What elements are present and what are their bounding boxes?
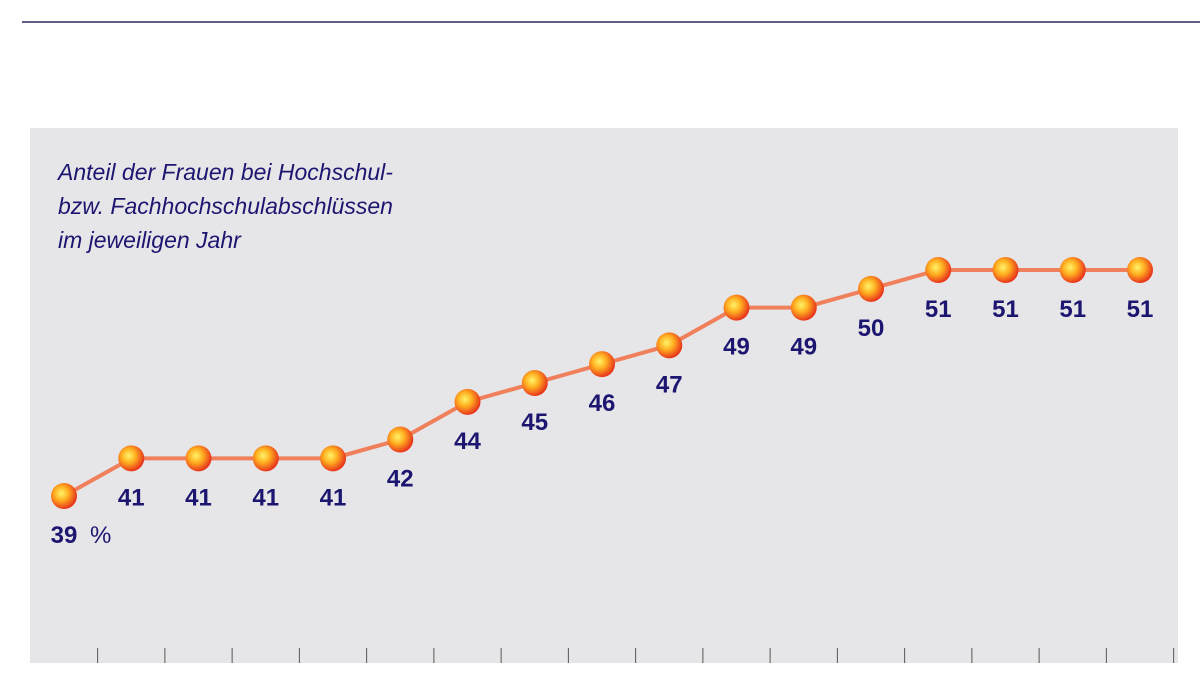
value-label: 39	[51, 522, 78, 549]
marker	[992, 257, 1019, 283]
value-label: 46	[589, 390, 616, 417]
value-label: 42	[387, 466, 414, 493]
plot-panel	[30, 128, 1178, 663]
chart-title-line: bzw. Fachhochschulabschlüssen	[58, 193, 393, 219]
value-label: 51	[992, 296, 1019, 323]
marker	[790, 294, 817, 321]
value-label: 47	[656, 371, 683, 398]
marker	[723, 294, 750, 321]
value-label: 51	[1127, 296, 1154, 323]
marker	[185, 445, 212, 472]
unit-label: %	[90, 522, 111, 549]
value-label: 49	[723, 334, 750, 361]
value-label: 41	[252, 484, 279, 511]
value-label: 50	[858, 315, 885, 342]
value-label: 49	[790, 334, 817, 361]
marker	[454, 388, 481, 415]
marker	[521, 370, 548, 396]
chart-title-line: Anteil der Frauen bei Hochschul-	[56, 159, 393, 185]
marker	[320, 445, 346, 472]
marker	[118, 445, 145, 472]
value-label: 51	[925, 296, 952, 323]
marker	[387, 426, 414, 453]
value-label: 51	[1059, 296, 1086, 323]
value-label: 44	[454, 428, 481, 455]
marker	[1127, 257, 1153, 283]
marker	[656, 332, 683, 359]
chart-title-line: im jeweiligen Jahr	[58, 227, 242, 253]
marker	[252, 445, 279, 472]
marker	[589, 351, 615, 378]
value-label: 41	[118, 484, 145, 511]
marker	[51, 483, 77, 509]
marker	[1059, 257, 1086, 283]
value-label: 45	[521, 409, 548, 436]
value-label: 41	[185, 484, 212, 511]
marker	[925, 257, 952, 283]
marker	[858, 275, 884, 302]
value-label: 41	[320, 484, 347, 511]
